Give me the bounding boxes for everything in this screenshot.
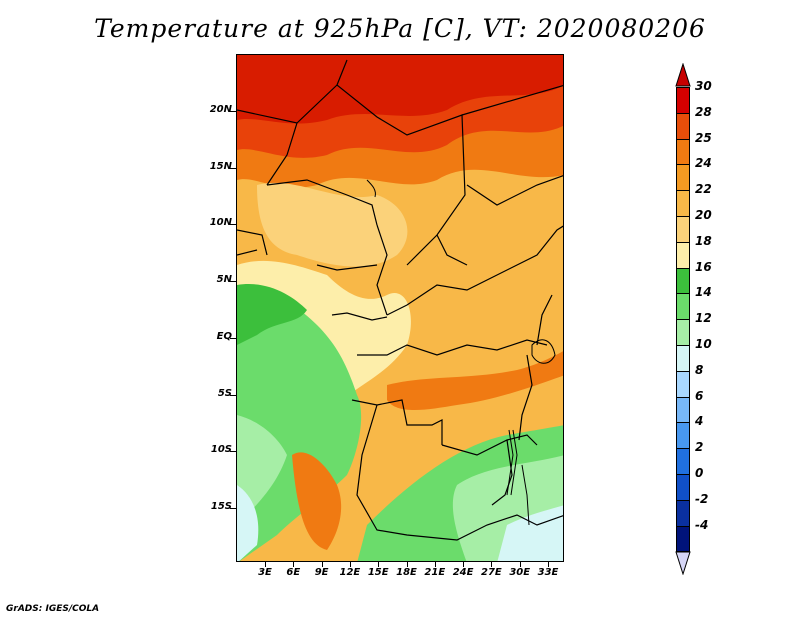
longitude-label: 27E — [481, 567, 502, 578]
colorbar-label: 20 — [695, 208, 712, 222]
colorbar-cell — [676, 345, 690, 372]
longitude-tick — [265, 562, 266, 567]
longitude-tick — [519, 562, 521, 567]
colorbar-label: 6 — [695, 388, 704, 403]
longitude-tick — [378, 562, 380, 567]
colorbar-cell — [676, 499, 690, 527]
colorbar-cell — [676, 138, 690, 166]
latitude-tick — [230, 224, 236, 226]
colorbar-cell — [676, 525, 690, 553]
colorbar-cell — [676, 422, 690, 450]
latitude-tick — [230, 451, 236, 453]
southeast-coldest-zone — [497, 505, 563, 561]
longitude-label: 9E — [314, 567, 329, 578]
longitude-tick — [463, 562, 465, 567]
colorbar-cell — [676, 112, 690, 140]
longitude-label: 33E — [537, 567, 559, 578]
colorbar-top-triangle — [675, 63, 691, 87]
grads-credit: GrADS: IGES/COLA — [6, 604, 100, 614]
longitude-label: 6E — [286, 567, 301, 578]
temperature-map — [236, 54, 564, 562]
longitude-tick — [406, 562, 408, 567]
colorbar-label: 25 — [695, 130, 712, 145]
colorbar-label: 10 — [695, 337, 712, 351]
longitude-label: 18E — [396, 567, 417, 578]
latitude-label: 15N — [209, 160, 232, 172]
latitude-label: 15S — [210, 500, 232, 512]
latitude-label: 10S — [210, 444, 232, 456]
colorbar-cell — [676, 216, 690, 243]
longitude-tick — [548, 562, 549, 567]
longitude-label: 3E — [258, 567, 272, 578]
latitude-tick — [230, 281, 236, 283]
longitude-tick — [349, 562, 351, 567]
latitude-label: EQ — [216, 330, 232, 342]
colorbar-bottom-triangle — [675, 551, 691, 576]
latitude-tick — [230, 337, 236, 339]
colorbar-label: 16 — [695, 259, 712, 274]
colorbar-label: 12 — [695, 311, 712, 326]
latitude-tick — [230, 111, 236, 112]
gulf-green-zone — [237, 284, 307, 345]
southwest-warm-patch — [292, 452, 342, 550]
latitude-label: 10N — [209, 217, 232, 229]
longitude-label: 12E — [339, 567, 361, 578]
central-warm-band — [387, 351, 563, 410]
colorbar-cell — [676, 396, 690, 424]
lakes — [366, 179, 556, 526]
colorbar-cell — [676, 241, 690, 269]
longitude-tick — [293, 562, 295, 567]
offshore-cool-zone — [237, 415, 287, 525]
colorbar-label: 22 — [695, 182, 712, 197]
colorbar-label: 0 — [695, 466, 704, 480]
colorbar-label: 24 — [695, 156, 712, 171]
longitude-label: 21E — [424, 567, 446, 578]
longitude-label: 15E — [367, 567, 389, 578]
colorbar-label: 8 — [695, 362, 704, 377]
colorbar-label: 4 — [695, 414, 704, 429]
colorbar-label: 30 — [695, 79, 712, 93]
colorbar-cell — [676, 319, 690, 346]
hottest-north-band — [237, 55, 563, 124]
latitude-tick — [230, 507, 236, 509]
country-boundaries — [237, 59, 563, 541]
latitude-label: 5S — [217, 387, 232, 399]
latitude-tick — [230, 394, 236, 396]
longitude-tick — [491, 562, 493, 567]
latitude-label: 20N — [209, 104, 232, 115]
colorbar-cell — [676, 190, 690, 217]
coldest-ocean-zone — [237, 485, 259, 561]
map-title: Temperature at 925hPa [C], VT: 202008020… — [94, 14, 706, 43]
colorbar-label: -2 — [695, 491, 709, 506]
colorbar-label: -4 — [695, 517, 709, 532]
latitude-tick — [230, 167, 236, 169]
colorbar-cell — [676, 293, 690, 321]
ocean-green-zone — [237, 292, 362, 561]
longitude-tick — [434, 562, 436, 567]
colorbar-label: 18 — [695, 233, 712, 248]
longitude-label: 24E — [452, 567, 474, 578]
latitude-label: 5N — [216, 274, 232, 286]
colorbar-cell — [676, 474, 690, 501]
colorbar-cell — [676, 448, 690, 475]
temperature-field — [237, 55, 563, 561]
colorbar-label: 28 — [695, 104, 712, 119]
colorbar-label: 2 — [695, 440, 704, 455]
colorbar-cell — [676, 267, 690, 295]
colorbar-cell — [676, 370, 690, 398]
longitude-tick — [321, 562, 323, 567]
longitude-label: 30E — [509, 567, 531, 578]
colorbar-cell — [676, 164, 690, 192]
colorbar-cell — [676, 87, 690, 114]
colorbar-label: 14 — [695, 285, 712, 300]
